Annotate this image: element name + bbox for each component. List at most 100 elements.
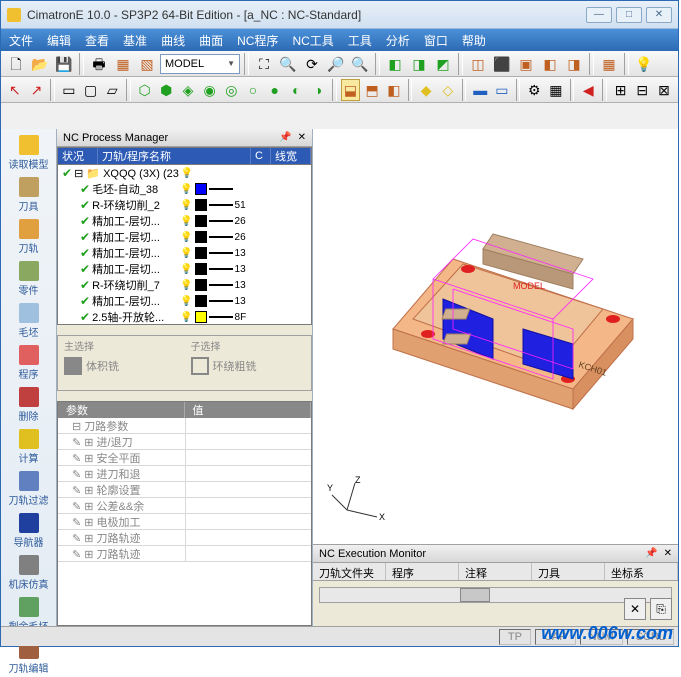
g5-icon[interactable]: ◎ — [222, 79, 242, 101]
g4-icon[interactable]: ◉ — [200, 79, 220, 101]
leftbar-机床仿真[interactable]: 机床仿真 — [5, 553, 53, 593]
box5-icon[interactable]: ◨ — [563, 53, 585, 75]
zoom-icon[interactable]: 🔍 — [277, 53, 299, 75]
g2-icon[interactable]: ⬢ — [156, 79, 176, 101]
leftbar-计算[interactable]: 计算 — [5, 427, 53, 467]
leftbar-导航器[interactable]: 导航器 — [5, 511, 53, 551]
params-table[interactable]: 参数值 ⊟ 刀路参数✎ ⊞ 进/退刀✎ ⊞ 安全平面✎ ⊞ 进刀和退✎ ⊞ 轮廓… — [57, 401, 312, 626]
o2-icon[interactable]: ⬒ — [362, 79, 382, 101]
exec-btn-1[interactable]: ✕ — [624, 598, 646, 620]
t1-icon[interactable]: ⚙ — [524, 79, 544, 101]
exec-scrollbar[interactable] — [319, 587, 672, 603]
param-row[interactable]: ✎ ⊞ 进/退刀 — [58, 434, 311, 450]
menu-曲面[interactable]: 曲面 — [199, 32, 223, 49]
maximize-button[interactable]: □ — [616, 7, 642, 23]
cube2-icon[interactable]: ◨ — [408, 53, 430, 75]
param-row[interactable]: ✎ ⊞ 轮廓设置 — [58, 482, 311, 498]
exec-btn-2[interactable]: ⎘ — [650, 598, 672, 620]
tree-row[interactable]: ✔R-环绕切削_7💡13 — [58, 277, 311, 293]
sel1-icon[interactable]: ▭ — [59, 79, 79, 101]
menu-基准[interactable]: 基准 — [123, 32, 147, 49]
menu-帮助[interactable]: 帮助 — [462, 32, 486, 49]
tree-row[interactable]: ✔精加工-层切...💡13 — [58, 261, 311, 277]
model-dropdown[interactable]: MODEL▼ — [160, 54, 240, 74]
param-row[interactable]: ✎ ⊞ 安全平面 — [58, 450, 311, 466]
param-row[interactable]: ✎ ⊞ 刀路轨迹 — [58, 546, 311, 562]
tree-row[interactable]: ✔精加工-层切...💡13 — [58, 245, 311, 261]
y1-icon[interactable]: ◆ — [416, 79, 436, 101]
close-button[interactable]: ✕ — [646, 7, 672, 23]
param-row[interactable]: ✎ ⊞ 公差&&余 — [58, 498, 311, 514]
3d-viewport[interactable]: MODEL KCH01 X Y Z NC Execution Monitor📌✕… — [313, 129, 678, 626]
bulb-icon[interactable]: 💡 — [633, 53, 655, 75]
zoom2-icon[interactable]: 🔍 — [349, 53, 371, 75]
box1-icon[interactable]: ◫ — [467, 53, 489, 75]
box3-icon[interactable]: ▣ — [515, 53, 537, 75]
g8-icon[interactable]: ◐ — [287, 79, 307, 101]
g9-icon[interactable]: ◑ — [308, 79, 328, 101]
g7-icon[interactable]: ● — [265, 79, 285, 101]
process-tree[interactable]: ✔ ⊟ 📁 XQQQ (3X) (23 💡✔毛坯-自动_38💡✔R-环绕切削_2… — [57, 165, 312, 325]
leftbar-程序[interactable]: 程序 — [5, 343, 53, 383]
menu-窗口[interactable]: 窗口 — [424, 32, 448, 49]
new-icon[interactable]: 🗋 — [5, 53, 27, 75]
b1-icon[interactable]: ▬ — [470, 79, 490, 101]
layers-icon[interactable]: ▦ — [112, 53, 134, 75]
menu-曲线[interactable]: 曲线 — [161, 32, 185, 49]
leftbar-零件[interactable]: 零件 — [5, 259, 53, 299]
tree-row[interactable]: ✔R-环绕切削_2💡51 — [58, 197, 311, 213]
rotate-icon[interactable]: ⟳ — [301, 53, 323, 75]
cube1-icon[interactable]: ◧ — [384, 53, 406, 75]
arrow1-icon[interactable]: ↖ — [5, 79, 25, 101]
b2-icon[interactable]: ▭ — [492, 79, 512, 101]
menu-文件[interactable]: 文件 — [9, 32, 33, 49]
tree-row[interactable]: ✔精加工-层切...💡13 — [58, 293, 311, 309]
t2-icon[interactable]: ▦ — [546, 79, 566, 101]
menu-工具[interactable]: 工具 — [348, 32, 372, 49]
g3-icon[interactable]: ◈ — [178, 79, 198, 101]
param-row[interactable]: ✎ ⊞ 电极加工 — [58, 514, 311, 530]
r1-icon[interactable]: ◀ — [578, 79, 598, 101]
box2-icon[interactable]: ⬛ — [491, 53, 513, 75]
box6-icon[interactable]: ▦ — [598, 53, 620, 75]
layers2-icon[interactable]: ▧ — [136, 53, 158, 75]
print-icon[interactable]: 🖶 — [88, 53, 110, 75]
g6-icon[interactable]: ○ — [243, 79, 263, 101]
cube3-icon[interactable]: ◩ — [432, 53, 454, 75]
menu-NC程序[interactable]: NC程序 — [237, 32, 278, 49]
pin-icon[interactable]: 📌 — [279, 132, 291, 143]
m2-icon[interactable]: ⊟ — [632, 79, 652, 101]
leftbar-读取模型[interactable]: 读取模型 — [5, 133, 53, 173]
exec-pin-icon[interactable]: 📌 — [645, 548, 657, 559]
pan-icon[interactable]: 🔎 — [325, 53, 347, 75]
minimize-button[interactable]: — — [586, 7, 612, 23]
param-row[interactable]: ⊟ 刀路参数 — [58, 418, 311, 434]
leftbar-刀具[interactable]: 刀具 — [5, 175, 53, 215]
tree-row[interactable]: ✔毛坯-自动_38💡 — [58, 181, 311, 197]
o1-icon[interactable]: ⬓ — [341, 79, 361, 101]
sel3-icon[interactable]: ▱ — [102, 79, 122, 101]
leftbar-删除[interactable]: 删除 — [5, 385, 53, 425]
menu-编辑[interactable]: 编辑 — [47, 32, 71, 49]
box4-icon[interactable]: ◧ — [539, 53, 561, 75]
arrow2-icon[interactable]: ↗ — [27, 79, 47, 101]
exec-close-icon[interactable]: ✕ — [664, 548, 672, 559]
leftbar-毛坯[interactable]: 毛坯 — [5, 301, 53, 341]
param-row[interactable]: ✎ ⊞ 进刀和退 — [58, 466, 311, 482]
leftbar-刀轨[interactable]: 刀轨 — [5, 217, 53, 257]
menu-分析[interactable]: 分析 — [386, 32, 410, 49]
m3-icon[interactable]: ⊠ — [654, 79, 674, 101]
leftbar-刀轨过滤[interactable]: 刀轨过滤 — [5, 469, 53, 509]
tree-row[interactable]: ✔精加工-层切...💡26 — [58, 229, 311, 245]
tree-row[interactable]: ✔2.5轴-开放轮...💡8F — [58, 309, 311, 325]
param-row[interactable]: ✎ ⊞ 刀路轨迹 — [58, 530, 311, 546]
save-icon[interactable]: 💾 — [53, 53, 75, 75]
g1-icon[interactable]: ⬡ — [135, 79, 155, 101]
open-icon[interactable]: 📂 — [29, 53, 51, 75]
y2-icon[interactable]: ◇ — [438, 79, 458, 101]
m1-icon[interactable]: ⊞ — [611, 79, 631, 101]
tree-row[interactable]: ✔精加工-层切...💡26 — [58, 213, 311, 229]
o3-icon[interactable]: ◧ — [384, 79, 404, 101]
menu-NC工具[interactable]: NC工具 — [292, 32, 333, 49]
sel2-icon[interactable]: ▢ — [81, 79, 101, 101]
